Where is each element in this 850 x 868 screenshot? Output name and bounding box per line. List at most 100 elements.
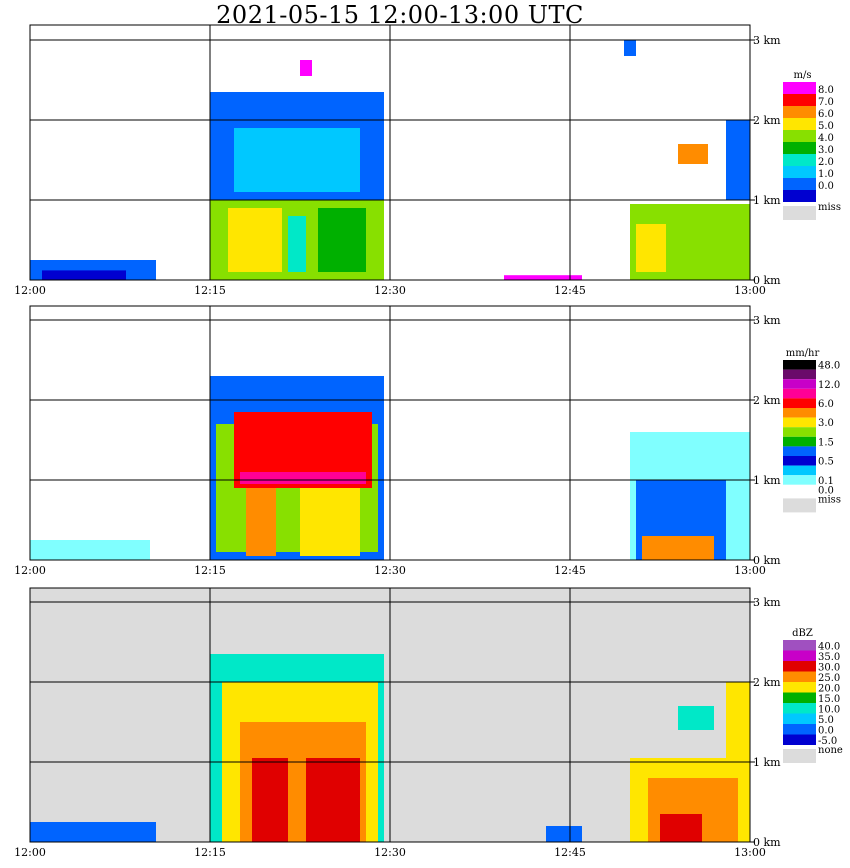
height-tick-label: 2 km (753, 394, 781, 407)
height-tick-label: 0 km (753, 274, 781, 287)
panel-fall-velocity: 0 km 1 km 2 km 3 km 12:00 12:15 12:30 12:45 13:0… (14, 24, 841, 297)
legend-swatch (783, 369, 816, 380)
legend-swatch (783, 671, 816, 682)
legend-unit: dBZ (792, 628, 813, 639)
legend-label: 48.0 (818, 361, 840, 372)
legend-swatch (783, 724, 816, 735)
legend-label: 0.1 (818, 476, 834, 487)
legend-label: 12.0 (818, 380, 840, 391)
legend-swatch (783, 417, 816, 428)
legend-label: 4.0 (818, 133, 834, 144)
legend-swatch (783, 456, 816, 466)
chart-title: 2021-05-15 12:00-13:00 UTC (216, 1, 584, 29)
time-tick-label: 12:00 (14, 284, 46, 297)
legend-swatch (783, 692, 816, 703)
legend-swatch (783, 379, 816, 389)
echo-cell (726, 120, 750, 200)
legend-swatch (783, 661, 816, 672)
echo-cell (246, 488, 276, 556)
time-tick-label: 12:45 (554, 846, 586, 859)
echo-cell (30, 540, 150, 560)
legend-label: -5.0 (818, 736, 837, 747)
legend-label: 0.5 (818, 457, 834, 468)
echo-cell (234, 128, 360, 192)
legend-label: 0.0 (818, 181, 834, 192)
echo-cell (726, 682, 750, 762)
legend-label: 20.0 (818, 684, 840, 695)
time-tick-label: 12:15 (194, 846, 226, 859)
time-tick-label: 13:00 (734, 564, 766, 577)
time-tick-label: 13:00 (734, 284, 766, 297)
plot-frame (29, 587, 751, 843)
legend-swatch (783, 398, 816, 408)
legend-label: 1.5 (818, 437, 834, 448)
time-tick-label: 12:30 (374, 564, 406, 577)
legend-unit: mm/hr (786, 348, 820, 359)
legend-label: 7.0 (818, 97, 834, 108)
legend-label: 2.0 (818, 157, 834, 168)
echo-cell (240, 472, 366, 484)
echo-cell (30, 822, 156, 842)
legend-swatch (783, 703, 816, 714)
legend-unit: m/s (794, 70, 812, 81)
legend-missing-label: none (818, 745, 843, 756)
legend-missing-label: miss (818, 494, 841, 505)
time-tick-label: 13:00 (734, 846, 766, 859)
legend-swatch (783, 142, 816, 154)
plot-frame (29, 305, 751, 561)
legend-missing-label: miss (818, 202, 841, 213)
legend-label: 6.0 (818, 399, 834, 410)
legend-label: 3.0 (818, 145, 834, 156)
legend-label: 30.0 (818, 663, 840, 674)
echo-cell (636, 224, 666, 272)
panel-rain-intensity: 0 km 1 km 2 km 3 km 12:00 12:15 12:30 12:45 13:0… (14, 305, 841, 577)
legend-swatch (783, 446, 816, 456)
legend-swatch (783, 190, 816, 202)
echo-cell (678, 144, 708, 164)
echo-cell (678, 706, 714, 730)
time-tick-label: 12:30 (374, 846, 406, 859)
legend-label: 5.0 (818, 121, 834, 132)
time-tick-label: 12:45 (554, 284, 586, 297)
legend-label: 10.0 (818, 705, 840, 716)
echo-cell (228, 208, 282, 272)
echo-cell (504, 275, 582, 280)
legend-swatch (783, 640, 816, 651)
legend-swatch (783, 118, 816, 130)
height-tick-label: 0 km (753, 554, 781, 567)
legend-label: 8.0 (818, 85, 834, 96)
legend-swatch (783, 408, 816, 418)
echo-cell (642, 536, 714, 560)
time-tick-label: 12:30 (374, 284, 406, 297)
legend-label: 35.0 (818, 652, 840, 663)
time-tick-label: 12:15 (194, 284, 226, 297)
legend-swatch (783, 427, 816, 437)
echo-cell (300, 488, 360, 556)
legend-missing-swatch (783, 206, 816, 220)
legend-label: 0.0 (818, 485, 834, 496)
legend-missing-swatch (783, 498, 816, 513)
legend-swatch (783, 388, 816, 399)
legend-swatch (783, 106, 816, 118)
height-tick-label: 1 km (753, 474, 781, 487)
plot-frame (29, 24, 751, 281)
legend-swatch (783, 82, 816, 94)
echo-cell (660, 814, 702, 842)
time-tick-label: 12:00 (14, 846, 46, 859)
legend-swatch (783, 734, 816, 745)
panel-reflectivity: 0 km 1 km 2 km 3 km 12:00 12:15 12:30 12:45 13:0… (14, 587, 843, 859)
echo-cell (546, 826, 582, 842)
legend-swatch (783, 465, 816, 476)
time-tick-label: 12:45 (554, 564, 586, 577)
legend-label: 0.0 (818, 726, 834, 737)
time-tick-label: 12:15 (194, 564, 226, 577)
height-tick-label: 1 km (753, 194, 781, 207)
legend-swatch (783, 130, 816, 142)
legend-label: 25.0 (818, 673, 840, 684)
height-tick-label: 0 km (753, 836, 781, 849)
legend-swatch (783, 94, 816, 106)
height-tick-label: 3 km (753, 314, 781, 327)
legend-label: 6.0 (818, 109, 834, 120)
legend-missing-swatch (783, 749, 816, 763)
